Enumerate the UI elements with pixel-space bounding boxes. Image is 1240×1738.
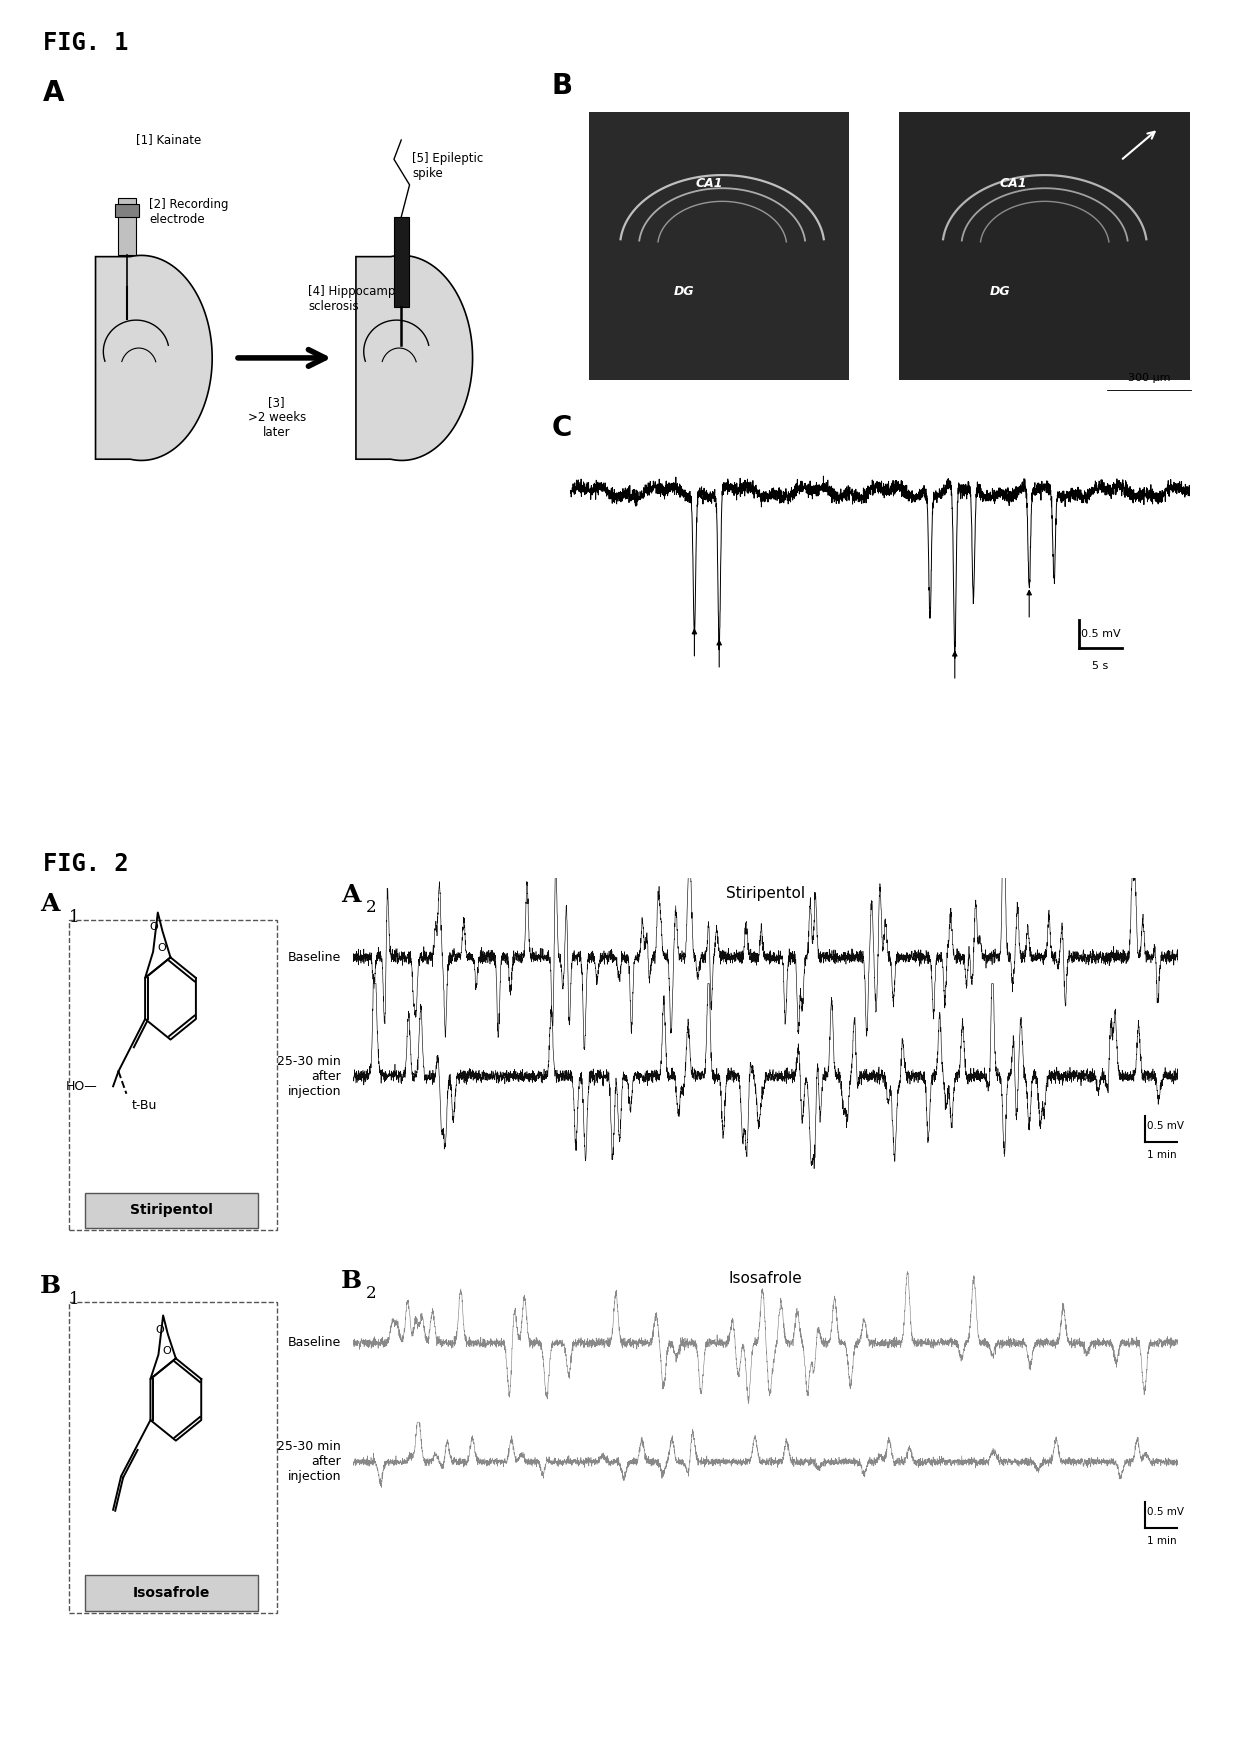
Bar bbox=[394, 217, 408, 306]
Text: FIG. 2: FIG. 2 bbox=[43, 852, 129, 876]
Text: C: C bbox=[552, 414, 572, 441]
Text: B: B bbox=[341, 1269, 362, 1293]
Text: Normal: Normal bbox=[696, 85, 743, 99]
Bar bbox=[86, 1575, 258, 1611]
Text: A: A bbox=[341, 883, 361, 907]
Text: B: B bbox=[40, 1274, 61, 1298]
Text: [3]
>2 weeks
later: [3] >2 weeks later bbox=[248, 396, 306, 440]
Text: 0.5 mV: 0.5 mV bbox=[1147, 1507, 1184, 1517]
Bar bbox=[115, 203, 139, 217]
Text: CA1: CA1 bbox=[999, 177, 1027, 191]
Text: 1: 1 bbox=[69, 1291, 79, 1309]
Bar bbox=[86, 1192, 258, 1229]
Polygon shape bbox=[356, 255, 472, 461]
Text: Isosafrole: Isosafrole bbox=[729, 1272, 802, 1286]
Text: Baseline: Baseline bbox=[288, 951, 341, 963]
Text: B: B bbox=[552, 73, 573, 101]
Text: 1 min: 1 min bbox=[1147, 1151, 1177, 1159]
Bar bbox=[118, 198, 136, 255]
Text: O: O bbox=[157, 944, 166, 952]
Text: Kainate-injected: Kainate-injected bbox=[987, 85, 1096, 99]
Bar bbox=[69, 1302, 278, 1613]
Text: [1] Kainate: [1] Kainate bbox=[136, 134, 201, 146]
Text: O: O bbox=[155, 1326, 164, 1335]
Text: [5] Epileptic
spike: [5] Epileptic spike bbox=[412, 151, 484, 179]
Text: A: A bbox=[42, 80, 64, 108]
Text: 2: 2 bbox=[366, 899, 377, 916]
Text: 2: 2 bbox=[366, 1284, 377, 1302]
Bar bbox=[69, 919, 278, 1231]
Text: [2] Recording
electrode: [2] Recording electrode bbox=[149, 198, 228, 226]
Text: O: O bbox=[150, 923, 159, 933]
Text: CA1: CA1 bbox=[696, 177, 723, 191]
Text: Isosafrole: Isosafrole bbox=[133, 1585, 211, 1599]
Text: DG: DG bbox=[990, 285, 1011, 297]
Text: FIG. 1: FIG. 1 bbox=[43, 31, 129, 56]
Text: 0.5 mV: 0.5 mV bbox=[1080, 629, 1120, 638]
Text: 0.5 mV: 0.5 mV bbox=[1147, 1121, 1184, 1131]
Bar bbox=[589, 113, 848, 381]
Text: Stiripentol: Stiripentol bbox=[130, 1203, 213, 1217]
Text: [4] Hippocampal
sclerosis: [4] Hippocampal sclerosis bbox=[308, 285, 405, 313]
Text: 1: 1 bbox=[69, 909, 79, 926]
Text: t-Bu: t-Bu bbox=[131, 1100, 157, 1112]
Text: O: O bbox=[162, 1345, 171, 1356]
Text: 300 μm: 300 μm bbox=[1128, 374, 1171, 382]
Bar bbox=[899, 113, 1190, 381]
Text: 5 s: 5 s bbox=[1092, 662, 1109, 671]
Text: 25-30 min
after
injection: 25-30 min after injection bbox=[278, 1441, 341, 1484]
Polygon shape bbox=[95, 255, 212, 461]
Text: DG: DG bbox=[673, 285, 694, 297]
Text: Stiripentol: Stiripentol bbox=[727, 886, 805, 900]
Text: 1 min: 1 min bbox=[1147, 1536, 1177, 1545]
Text: 25-30 min
after
injection: 25-30 min after injection bbox=[278, 1055, 341, 1098]
Text: HO—: HO— bbox=[66, 1079, 97, 1093]
Text: A: A bbox=[40, 892, 60, 916]
Text: Baseline: Baseline bbox=[288, 1337, 341, 1349]
